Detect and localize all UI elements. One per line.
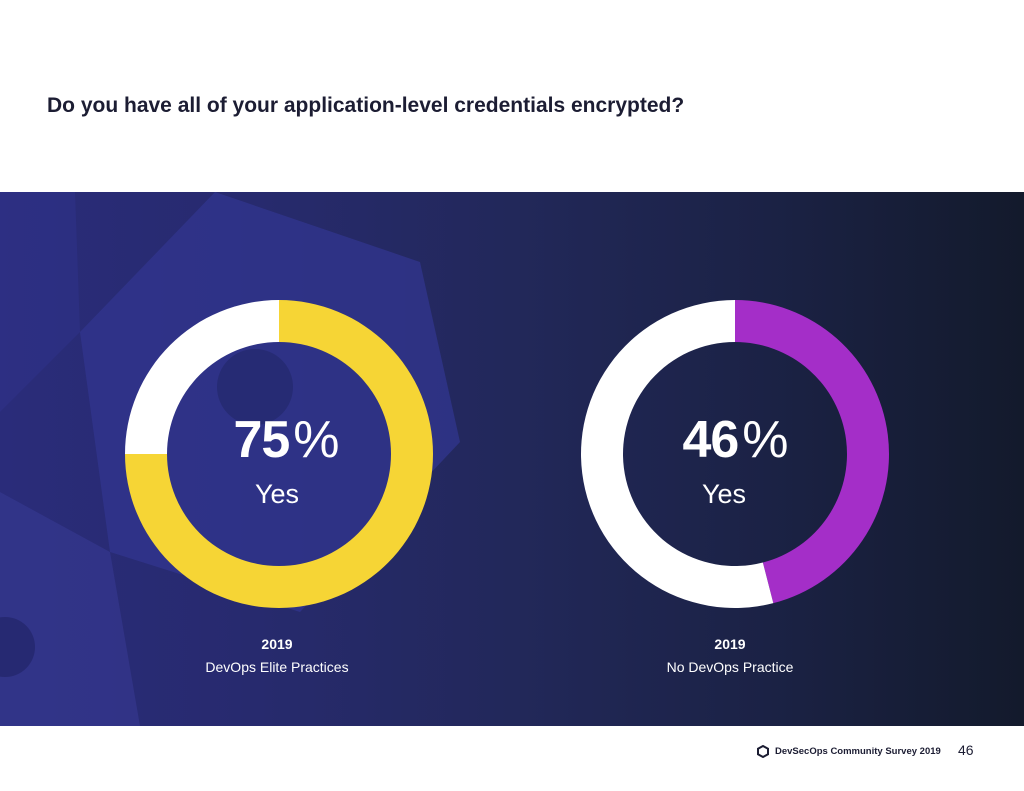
hexagon-logo-icon — [757, 745, 769, 758]
page-number: 46 — [958, 742, 974, 758]
caption-year-elite: 2019 — [261, 636, 293, 652]
percent-sign: % — [742, 411, 788, 469]
percent-number: 75 — [233, 411, 290, 469]
page-title: Do you have all of your application-leve… — [47, 94, 685, 117]
yes-label-no-devops: Yes — [701, 479, 747, 509]
chart-panel: 75% Yes 46% Yes 2019 DevOps Elite Practi… — [0, 192, 1024, 726]
footer-brand: DevSecOps Community Survey 2019 — [757, 745, 941, 758]
donut-slice-other — [125, 300, 279, 454]
donut-chart-elite — [125, 300, 433, 608]
donut-slice-other — [580, 300, 774, 608]
donut-chart-no-devops — [580, 300, 889, 608]
percent-number: 46 — [682, 411, 739, 469]
donut-charts — [125, 300, 889, 608]
yes-label-elite: Yes — [254, 479, 300, 509]
percent-value-no-devops: 46% — [615, 410, 855, 470]
caption-no-devops: No DevOps Practice — [666, 659, 794, 675]
percent-sign: % — [293, 411, 339, 469]
donut-slice-yes — [735, 300, 889, 604]
footer-text: DevSecOps Community Survey 2019 — [775, 746, 941, 757]
caption-year-no-devops: 2019 — [714, 636, 746, 652]
percent-value-elite: 75% — [166, 410, 406, 470]
caption-elite: DevOps Elite Practices — [205, 659, 349, 675]
